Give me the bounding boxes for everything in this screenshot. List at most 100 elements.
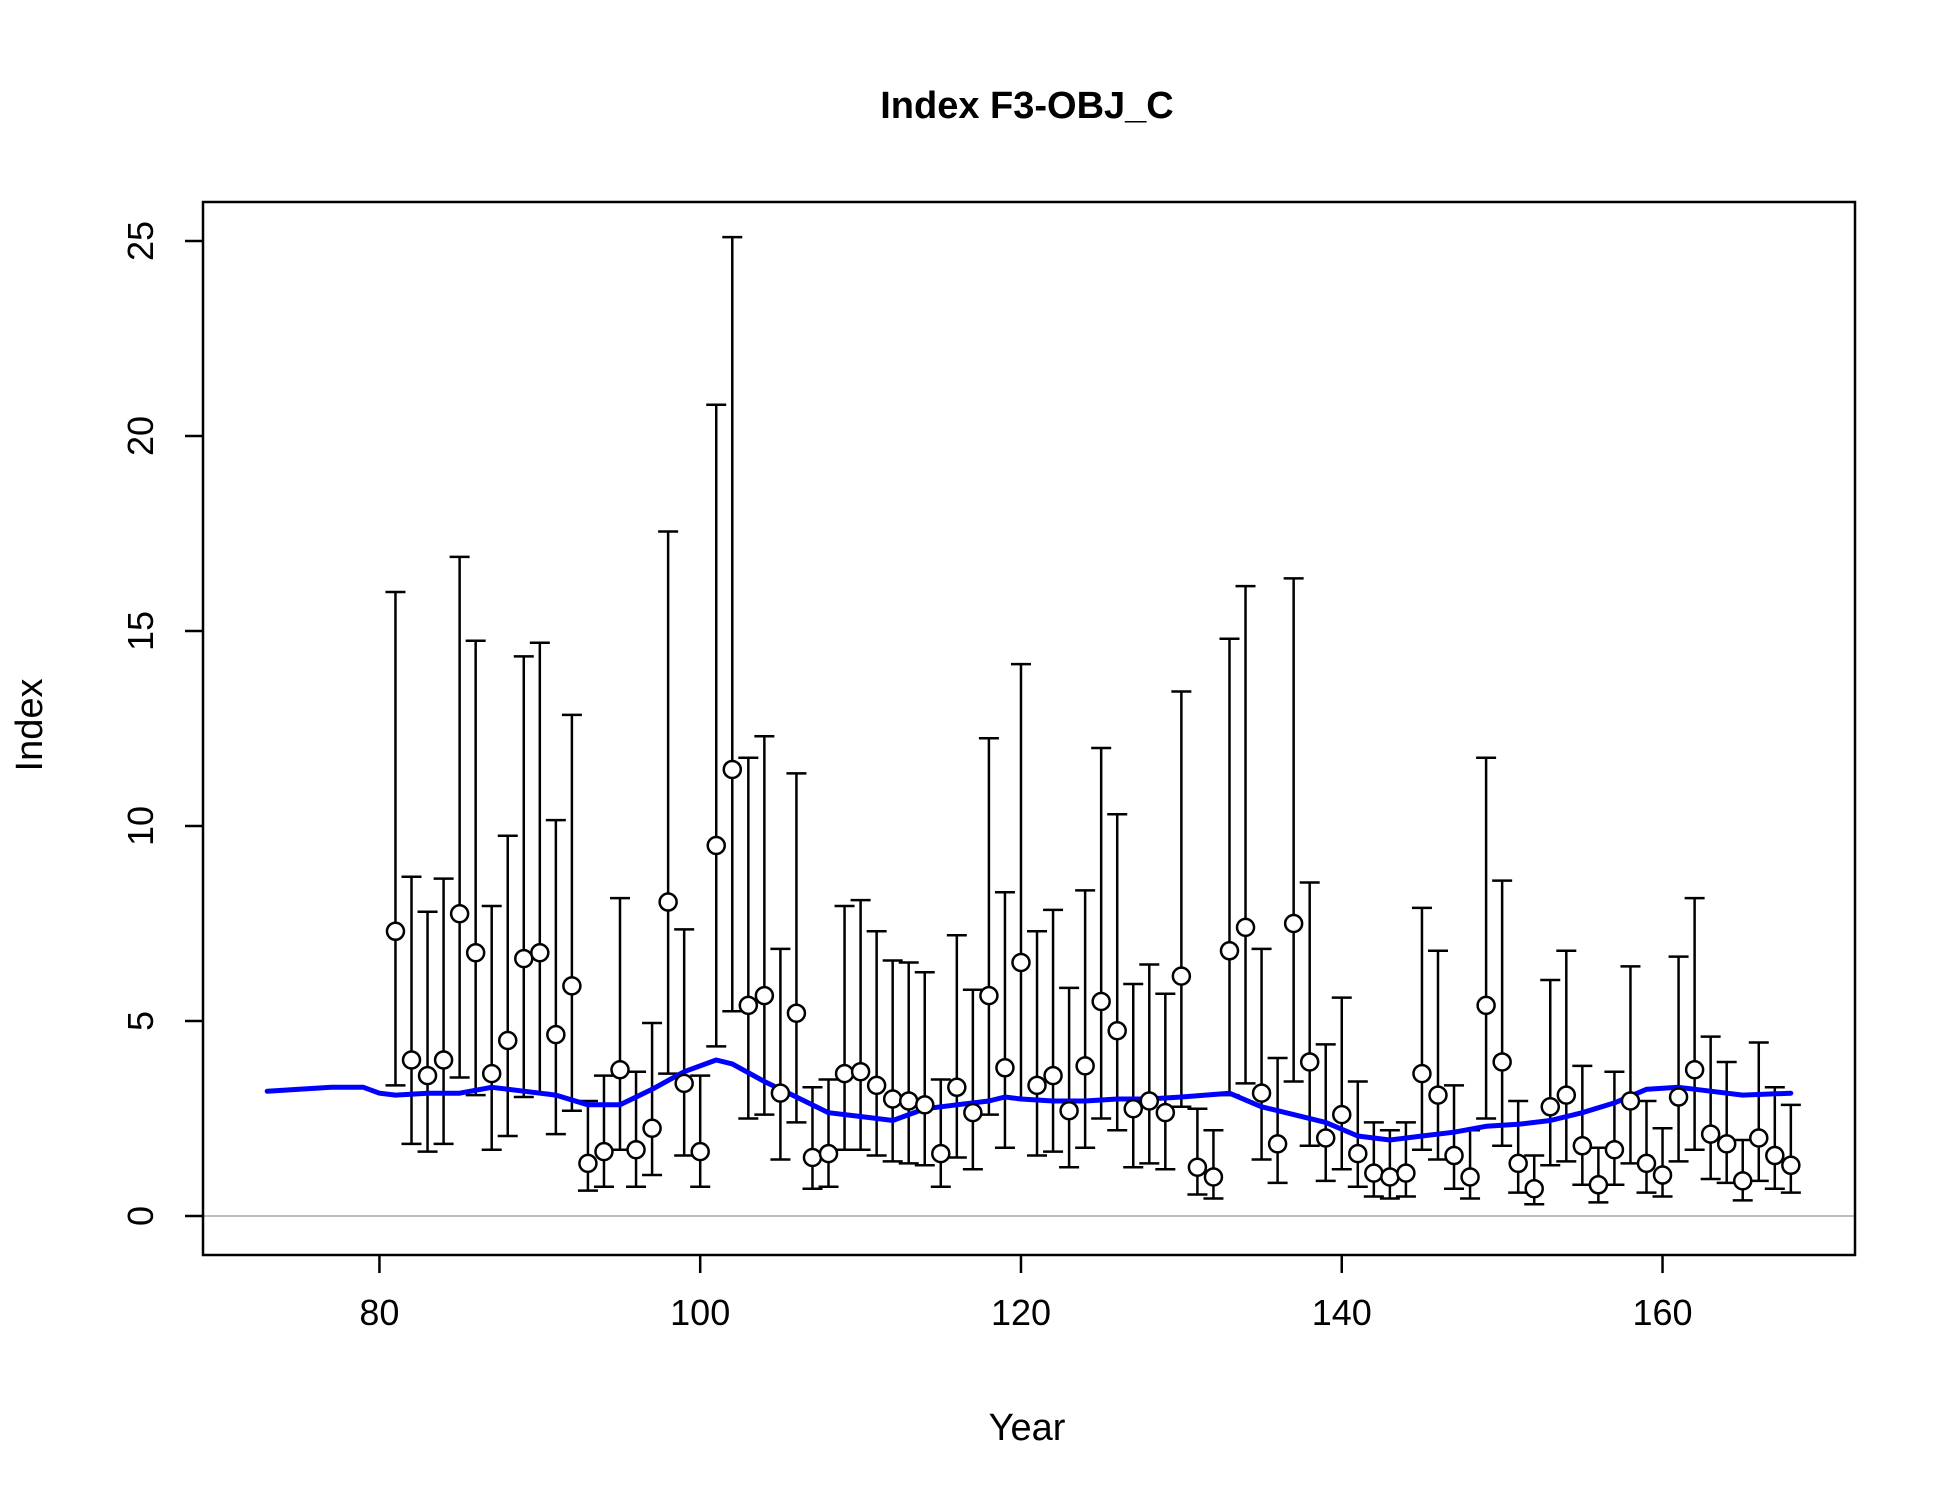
error-bar (1155, 992, 1176, 1171)
data-point (963, 1102, 983, 1123)
y-tick-label: 10 (120, 806, 161, 846)
error-bar (1363, 1121, 1384, 1198)
error-bar (1492, 879, 1513, 1148)
error-bar (1636, 1099, 1657, 1194)
error-bar (658, 530, 679, 1075)
error-bar (401, 875, 422, 1146)
data-point (1492, 1052, 1512, 1072)
error-bar (706, 403, 727, 1048)
data-point (449, 904, 470, 924)
data-point (578, 1153, 598, 1174)
error-bar (1027, 930, 1048, 1157)
error-bar (1043, 908, 1064, 1153)
data-point (1332, 1104, 1352, 1125)
error-bar (1107, 813, 1128, 1132)
data-point (1123, 1099, 1144, 1119)
error-bar (1604, 1070, 1625, 1187)
data-point (1059, 1100, 1079, 1121)
data-point (514, 948, 534, 969)
data-point (1043, 1065, 1063, 1086)
data-point (770, 1083, 791, 1103)
error-bar (497, 834, 518, 1138)
data-point (1749, 1128, 1769, 1148)
data-point (1428, 1085, 1448, 1105)
error-bar (754, 735, 775, 1116)
error-bar (1267, 1056, 1288, 1185)
data-point (1075, 1056, 1095, 1076)
error-bar (1620, 965, 1641, 1165)
data-point (1187, 1157, 1208, 1177)
data-point (1652, 1165, 1673, 1185)
x-tick-label: 160 (1632, 1292, 1692, 1333)
data-point (658, 892, 678, 912)
data-point (1364, 1163, 1384, 1183)
error-bar (1283, 577, 1304, 1083)
error-bar (882, 959, 903, 1163)
error-bar (577, 1099, 598, 1192)
data-point (465, 943, 486, 963)
data-point (1588, 1175, 1609, 1195)
error-bar (1171, 690, 1192, 1109)
data-point (802, 1147, 823, 1168)
error-bar (545, 818, 566, 1136)
x-tick-label: 100 (670, 1292, 730, 1333)
error-bar (850, 898, 871, 1151)
data-point (1540, 1097, 1561, 1117)
data-point (417, 1065, 438, 1086)
y-tick-label: 25 (120, 221, 161, 261)
data-point (1732, 1171, 1753, 1191)
data-point (1476, 995, 1496, 1016)
data-point (722, 759, 743, 780)
error-bar (481, 904, 502, 1151)
data-point (1620, 1091, 1641, 1111)
y-tick-label: 5 (120, 1011, 161, 1031)
error-bar (994, 891, 1015, 1149)
error-bar (1748, 1041, 1769, 1183)
error-bar (561, 713, 582, 1112)
data-point (947, 1077, 967, 1098)
error-bar (770, 947, 791, 1161)
error-bar (1059, 986, 1080, 1169)
data-point (1765, 1145, 1785, 1166)
error-bar (1187, 1107, 1208, 1196)
data-point (1027, 1075, 1047, 1096)
data-point (1091, 991, 1111, 1012)
error-bar (465, 639, 486, 1097)
error-bar (962, 988, 983, 1171)
error-bar (722, 235, 743, 1013)
y-axis-label: Index (9, 679, 51, 772)
error-bar (1315, 1043, 1336, 1183)
error-bar (449, 555, 470, 1079)
error-bar (1251, 947, 1272, 1161)
data-point (738, 995, 759, 1016)
error-bar (946, 933, 967, 1159)
data-point (1139, 1091, 1160, 1111)
data-point (1716, 1134, 1737, 1154)
error-bar (1508, 1099, 1529, 1194)
data-point (1315, 1128, 1336, 1148)
y-tick-label: 0 (120, 1206, 161, 1226)
chart-title: Index F3-OBJ_C (880, 85, 1174, 127)
data-point (1781, 1155, 1801, 1176)
error-bar (610, 896, 631, 1151)
data-point (1668, 1087, 1689, 1107)
data-point (1444, 1145, 1464, 1166)
data-point (433, 1050, 454, 1070)
data-point (979, 985, 999, 1006)
error-bar (1139, 963, 1160, 1165)
error-bar (1668, 955, 1689, 1163)
error-bar (978, 737, 999, 1116)
error-bar (1716, 1060, 1737, 1185)
error-bar (1075, 889, 1096, 1149)
data-point (1348, 1143, 1368, 1164)
data-point (1556, 1085, 1577, 1105)
error-bar (1444, 1084, 1465, 1190)
data-point (866, 1075, 887, 1096)
error-bar (385, 590, 406, 1087)
error-bar (529, 641, 550, 1095)
data-point (562, 976, 582, 996)
plot-layer (203, 235, 1855, 1217)
data-point (786, 1003, 807, 1023)
